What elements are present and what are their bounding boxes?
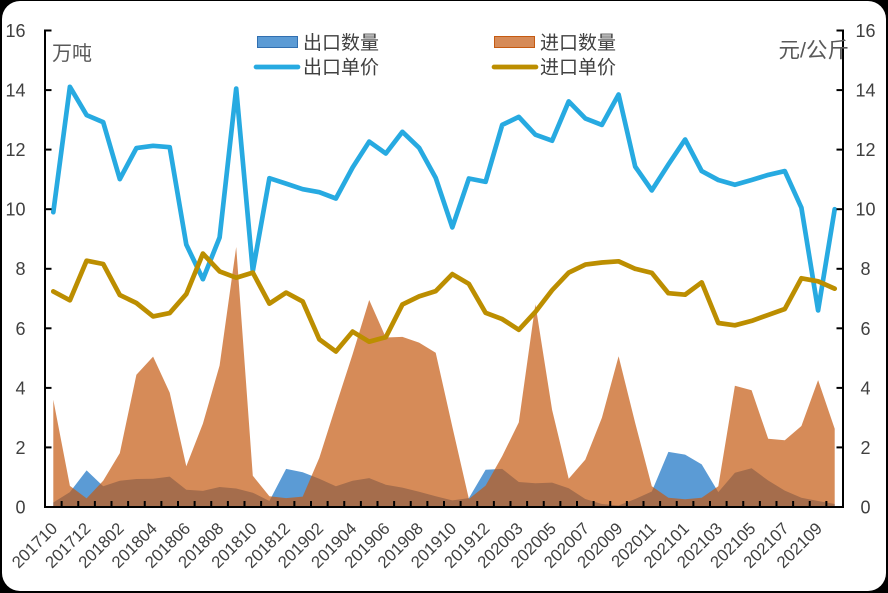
svg-text:4: 4 [15,378,25,398]
svg-text:6: 6 [15,319,25,339]
svg-text:出口数量: 出口数量 [303,32,379,54]
svg-text:6: 6 [860,319,870,339]
svg-text:出口单价: 出口单价 [303,57,379,79]
svg-text:8: 8 [860,259,870,279]
svg-text:进口单价: 进口单价 [540,57,616,79]
svg-text:元/公斤: 元/公斤 [779,39,849,63]
svg-text:16: 16 [855,21,875,41]
svg-text:2: 2 [15,438,25,458]
svg-text:10: 10 [855,200,875,220]
svg-text:4: 4 [860,378,870,398]
svg-text:0: 0 [15,498,25,518]
svg-text:12: 12 [5,140,25,160]
svg-text:14: 14 [5,81,25,101]
svg-text:14: 14 [855,81,875,101]
svg-text:0: 0 [860,498,870,518]
svg-text:10: 10 [5,200,25,220]
svg-text:8: 8 [15,259,25,279]
svg-text:2: 2 [860,438,870,458]
svg-text:16: 16 [5,21,25,41]
svg-text:12: 12 [855,140,875,160]
svg-text:进口数量: 进口数量 [540,32,616,54]
svg-text:万吨: 万吨 [52,42,92,65]
